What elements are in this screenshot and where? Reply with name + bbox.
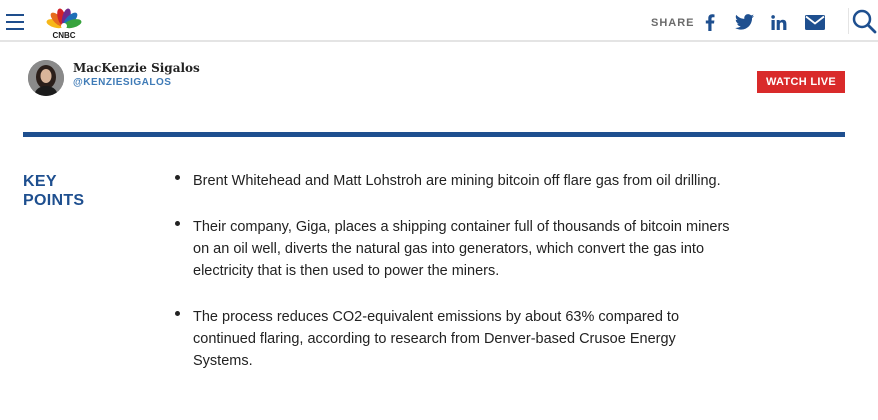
share-label: SHARE	[651, 17, 695, 29]
menu-icon[interactable]	[6, 14, 24, 30]
key-point-item: Brent Whitehead and Matt Lohstroh are mi…	[170, 170, 730, 192]
key-points-heading-line1: KEY	[23, 173, 57, 190]
cnbc-logo[interactable]: CNBC	[40, 4, 88, 40]
section-divider	[23, 132, 845, 137]
search-icon[interactable]	[848, 8, 877, 34]
author-handle-link[interactable]: @KENZIESIGALOS	[73, 77, 172, 88]
linkedin-icon[interactable]	[770, 12, 788, 32]
watch-live-button[interactable]: WATCH LIVE	[757, 71, 845, 93]
key-points-heading-line2: POINTS	[23, 192, 85, 209]
email-icon[interactable]	[804, 12, 826, 32]
top-navigation-bar: CNBC SHARE	[0, 0, 878, 42]
key-points-list: Brent Whitehead and Matt Lohstroh are mi…	[170, 170, 730, 396]
key-point-item: The process reduces CO2-equivalent emiss…	[170, 306, 730, 372]
key-points-heading: KEY POINTS	[23, 172, 84, 210]
facebook-icon[interactable]	[702, 12, 718, 32]
twitter-icon[interactable]	[734, 12, 754, 32]
author-name[interactable]: MacKenzie Sigalos	[73, 61, 200, 75]
logo-text: CNBC	[52, 31, 75, 40]
author-avatar[interactable]	[28, 60, 64, 96]
key-point-item: Their company, Giga, places a shipping c…	[170, 216, 730, 282]
